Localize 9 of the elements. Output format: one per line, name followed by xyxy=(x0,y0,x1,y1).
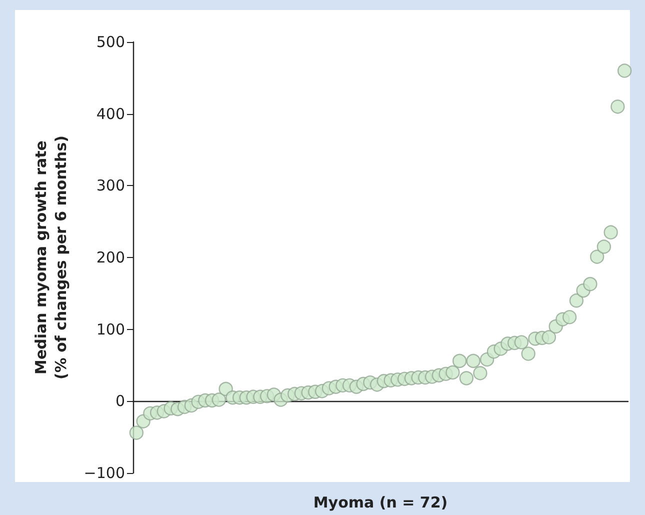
y-tick-label: 100 xyxy=(96,320,125,338)
y-tick-label: 300 xyxy=(96,176,125,195)
y-tick-label: 200 xyxy=(96,248,125,266)
y-tick-label: −100 xyxy=(84,464,125,482)
x-axis-title: Myoma (n = 72) xyxy=(313,494,448,512)
y-tick-label: 0 xyxy=(115,392,125,410)
y-tick-label: 400 xyxy=(96,104,125,123)
y-axis-title: Median myoma growth rate (% of changes per 6 months) xyxy=(32,135,70,380)
y-tick-label: 500 xyxy=(96,33,125,51)
